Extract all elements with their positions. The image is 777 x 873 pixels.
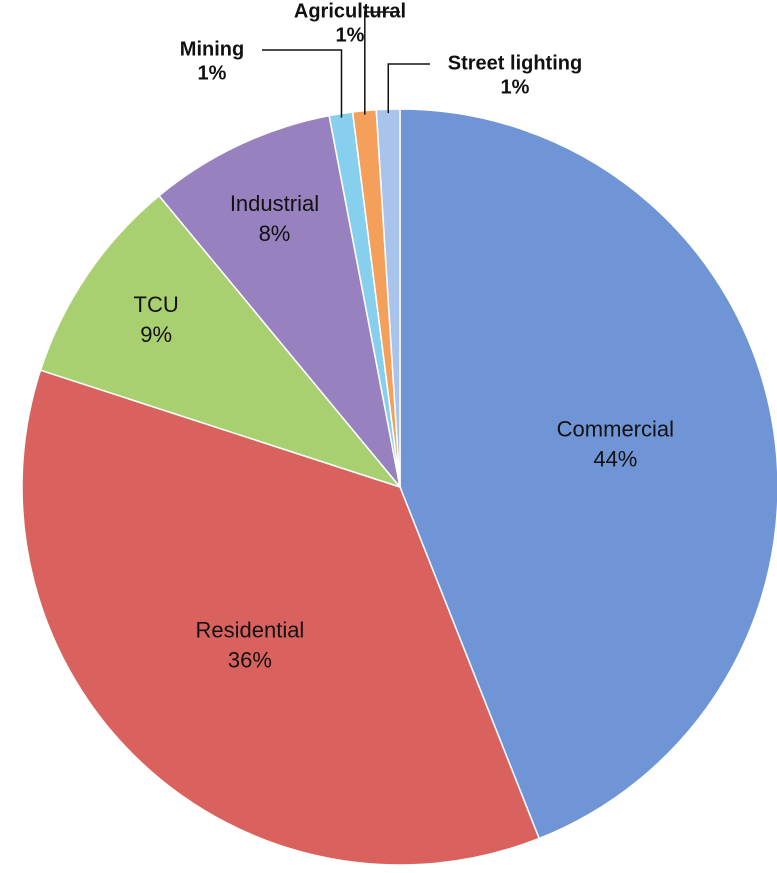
- slice-value: 8%: [259, 221, 291, 246]
- slice-label: TCU: [134, 292, 179, 317]
- pie-slice: [157, 114, 401, 488]
- slice-value: 1%: [198, 62, 227, 84]
- leader-line: [387, 63, 430, 114]
- pie-slice: [399, 108, 777, 840]
- slice-label: Residential: [195, 618, 304, 643]
- slice-label: Mining: [180, 38, 244, 60]
- slice-label: Agricultural: [294, 0, 406, 22]
- pie-slice: [39, 194, 403, 489]
- slice-value: 36%: [228, 648, 272, 673]
- slice-value: 1%: [501, 76, 530, 98]
- slice-value: 1%: [336, 24, 365, 46]
- leader-line: [364, 11, 400, 115]
- leader-line: [262, 49, 343, 118]
- slice-label: Industrial: [230, 191, 319, 216]
- slice-value: 9%: [140, 322, 172, 347]
- slice-label: Commercial: [557, 417, 674, 442]
- pie-slice: [21, 369, 541, 866]
- slice-value: 44%: [593, 447, 637, 472]
- slice-label: Street lighting: [448, 52, 582, 74]
